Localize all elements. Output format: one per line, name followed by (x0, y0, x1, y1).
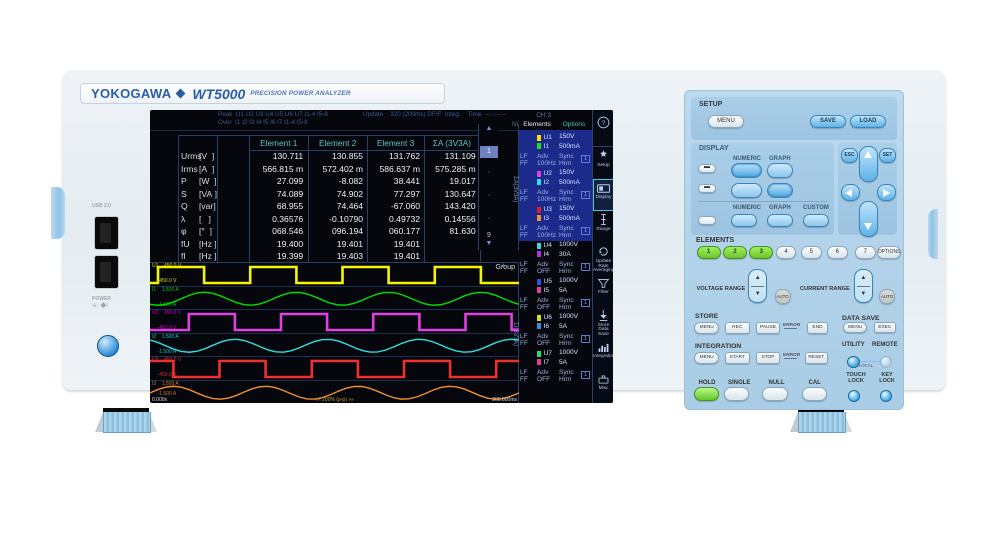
svg-text:?: ? (602, 120, 606, 127)
